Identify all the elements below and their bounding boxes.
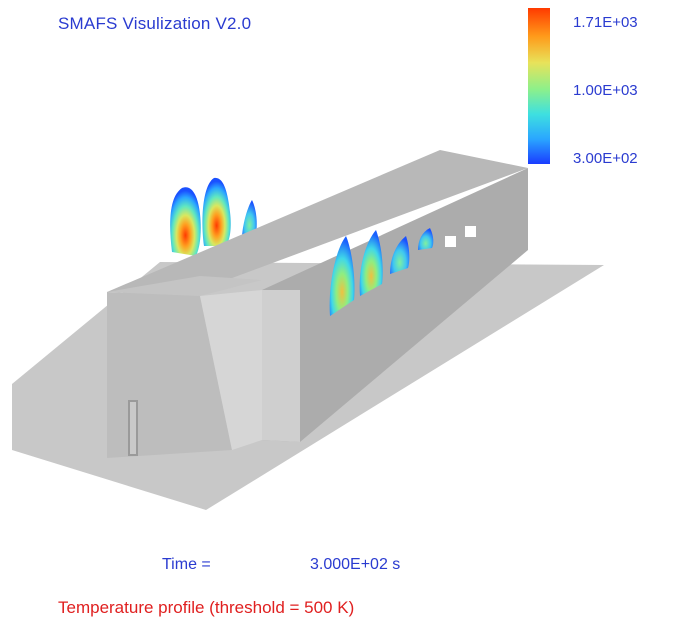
door-panel bbox=[130, 402, 136, 454]
building-divider bbox=[262, 290, 300, 442]
window-3 bbox=[465, 226, 476, 237]
time-value: 3.000E+02 s bbox=[310, 556, 400, 574]
temperature-caption: Temperature profile (threshold = 500 K) bbox=[58, 598, 354, 618]
fire-plume-2 bbox=[202, 178, 230, 246]
fire-plume-1 bbox=[170, 187, 201, 256]
window-1 bbox=[422, 91, 434, 109]
window-2 bbox=[445, 236, 456, 247]
time-label: Time = bbox=[162, 556, 211, 574]
